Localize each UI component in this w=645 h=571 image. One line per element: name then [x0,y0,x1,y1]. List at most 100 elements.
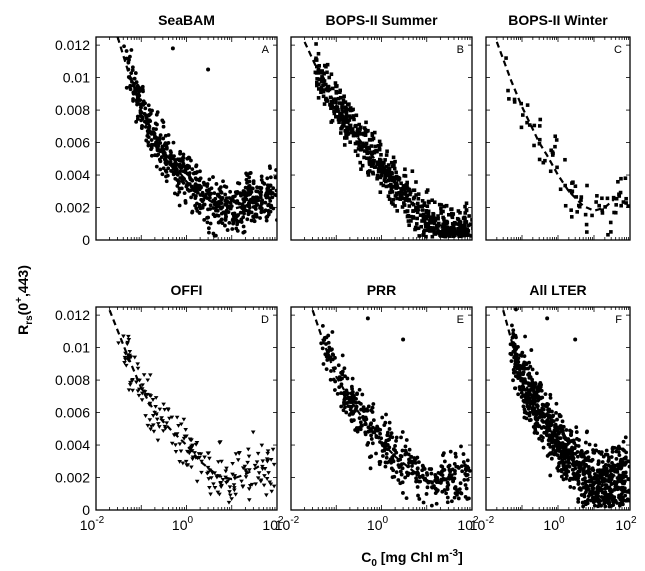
data-point [461,452,466,456]
data-point [344,410,349,415]
data-point [532,430,537,435]
data-point [184,463,189,468]
data-point [151,429,157,434]
data-point [433,232,438,236]
data-point [606,474,611,479]
data-point [370,150,375,155]
data-point [393,444,397,448]
panel-E: PRR 10-2 100 102 E [275,282,479,533]
data-point [605,494,610,499]
data-point [558,425,563,430]
data-point [564,428,569,432]
data-point [349,391,354,396]
data-point [392,177,397,182]
data-point [340,124,345,129]
data-point [425,228,430,232]
data-point [205,182,210,186]
data-point [177,460,182,464]
data-point [623,176,628,181]
data-point-outlier [573,337,578,342]
data-point [389,183,393,187]
data-point [416,493,420,498]
data-point [417,497,422,501]
data-point [208,203,213,208]
data-point [259,190,264,194]
data-point [466,496,471,501]
data-point [393,159,397,164]
data-point [618,497,623,502]
x-tick-label: 100 [543,515,565,533]
data-point [206,226,211,231]
data-point [365,149,369,154]
data-point [463,222,467,227]
data-point [404,196,408,201]
data-point [155,110,160,115]
data-point [599,503,604,508]
data-point [201,197,206,202]
data-point [337,120,341,125]
data-point [551,444,556,449]
data-point [358,160,363,165]
data-point [262,474,267,478]
data-point [411,460,416,465]
data-point [173,450,179,454]
data-point [183,428,188,432]
data-point [422,477,427,482]
data-point [620,473,625,478]
data-point [583,456,588,461]
data-point [588,483,593,488]
data-point [387,197,392,201]
data-point [622,456,627,461]
data-point [551,419,556,424]
data-point [324,367,329,372]
data-point [218,440,223,445]
data-point [534,371,539,376]
data-point [319,79,324,84]
data-point [346,128,350,133]
data-point [423,221,428,226]
data-point [317,77,321,82]
data-point [444,219,449,224]
data-point [255,185,259,190]
data-point [367,160,372,165]
data-point [380,449,385,453]
model-curve-A [116,37,260,211]
data-point [153,153,157,158]
data-point [447,463,452,468]
data-point [384,184,389,189]
data-point [427,200,431,205]
data-point [342,94,346,99]
data-point [369,144,374,148]
data-point [554,410,558,415]
data-point [151,126,156,131]
data-point [325,70,329,75]
data-point [439,206,443,211]
data-point [519,101,524,106]
data-point [211,482,216,487]
data-point [362,409,366,413]
data-point [543,158,547,163]
data-point [619,203,623,208]
data-point [459,491,464,496]
data-point [576,481,581,486]
data-point [172,154,176,159]
data-point [147,112,152,117]
data-point [463,483,468,487]
data-point [231,221,236,226]
data-point [444,222,449,226]
data-point [269,205,273,210]
data-point [442,488,447,492]
data-point [557,436,562,441]
data-point [363,132,368,137]
data-point [558,187,563,192]
data-point [337,385,342,390]
data-point [606,232,610,237]
data-point [436,214,440,218]
data-point [394,191,399,196]
data-point [527,396,532,401]
data-point [407,204,412,208]
data-point [129,48,134,52]
data-point [223,475,228,480]
data-point [562,467,567,472]
data-point [519,391,524,395]
